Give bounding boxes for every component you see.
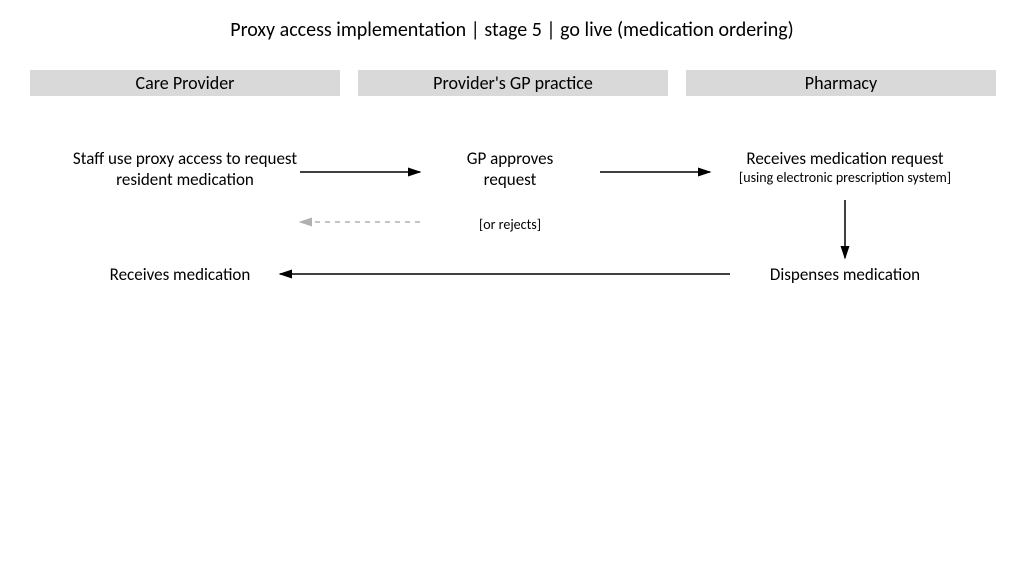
page-title: Proxy access implementation | stage 5 | … xyxy=(0,18,1024,42)
node-gp-approves: GP approves request xyxy=(430,148,590,191)
column-header-care-provider: Care Provider xyxy=(30,70,340,96)
node-text: GP approves xyxy=(430,148,590,169)
column-header-pharmacy: Pharmacy xyxy=(686,70,996,96)
node-staff-request: Staff use proxy access to request reside… xyxy=(40,148,330,191)
node-pharmacy-receives: Receives medication request [using elect… xyxy=(700,148,990,187)
node-text: resident medication xyxy=(40,169,330,190)
node-text: Staff use proxy access to request xyxy=(40,148,330,169)
node-subtext: [using electronic prescription system] xyxy=(700,169,990,187)
diagram-canvas: Proxy access implementation | stage 5 | … xyxy=(0,0,1024,576)
node-text: request xyxy=(430,169,590,190)
node-dispenses: Dispenses medication xyxy=(700,264,990,285)
node-text: Receives medication request xyxy=(700,148,990,169)
column-header-gp-practice: Provider's GP practice xyxy=(358,70,668,96)
node-receives-medication: Receives medication xyxy=(60,264,300,285)
node-or-rejects: [or rejects] xyxy=(430,216,590,234)
